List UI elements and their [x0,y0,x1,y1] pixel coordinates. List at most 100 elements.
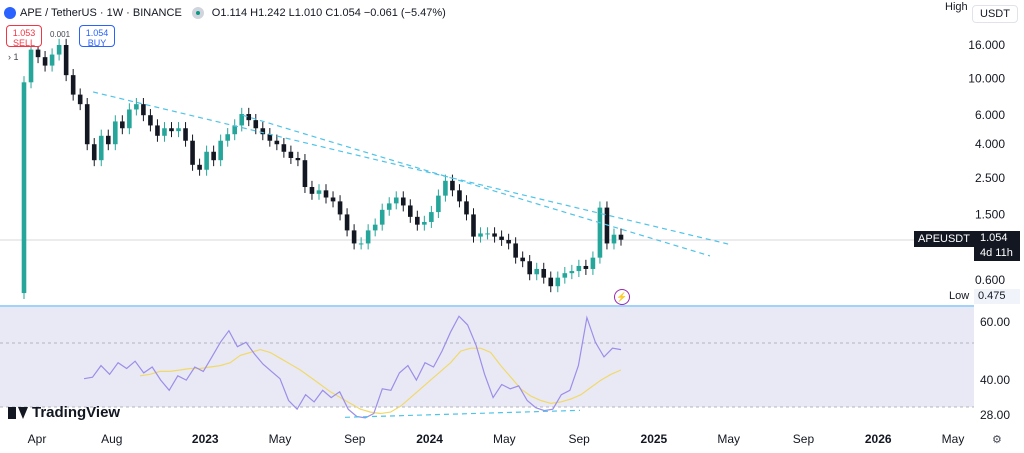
candle [393,191,399,210]
candle [148,109,153,132]
lightning-icon[interactable]: ⚡ [614,289,630,305]
candle [49,48,55,72]
candle [21,76,27,300]
time-tick-label: 2026 [865,432,892,446]
candle [141,97,146,122]
candle [309,180,315,200]
trendline[interactable] [242,114,711,257]
time-tick-label: May [717,432,740,446]
candle [204,145,209,176]
rsi-tick-label: 40.00 [980,373,1010,387]
candle [176,122,181,138]
rsi-band [0,307,974,407]
buy-button[interactable]: 1.054 BUY [79,25,115,48]
candle [225,128,230,147]
time-tick-label: 2025 [641,432,668,446]
candle [513,237,518,264]
candle [190,134,195,171]
candle [618,228,624,246]
rsi-lines [83,315,622,419]
rsi-tick-label: 28.00 [980,408,1010,422]
symbol-price-tag: APEUSDT [914,231,974,247]
price-tick-label: 6.000 [975,108,1005,122]
candle [527,255,532,281]
market-open-icon [191,7,204,19]
candle [611,228,617,250]
time-tick-label: 2024 [416,432,443,446]
candle [63,38,69,82]
candle [492,227,497,243]
candle [134,97,139,116]
candle [169,122,174,138]
order-quantity[interactable]: › 1 [8,52,19,62]
candle [436,189,441,219]
candle [113,115,118,151]
settings-gear-icon[interactable]: ⚙ [992,434,1002,446]
time-tick-label: May [269,432,292,446]
candle [337,195,343,221]
brand-name: TradingView [32,404,121,421]
candle [267,128,273,147]
candle [232,119,238,141]
candle [520,251,525,268]
rsi-line [83,315,622,419]
candle [56,38,62,61]
candle [344,208,350,237]
time-axis: Apr Aug 2023 May Sep 2024 May Sep 2025 May Sep 2026… [28,432,965,446]
candle [351,224,357,250]
candle [302,154,308,193]
currency-selector[interactable]: USDT [972,5,1018,23]
candle [183,122,188,147]
candle [534,262,540,281]
price-axis: 16.000 10.000 6.000 4.000 2.500 1.500 0.600 [968,38,1005,287]
candle [471,208,476,243]
time-tick-label: May [942,432,965,446]
candle [372,218,378,237]
candle [70,68,76,101]
candle [197,158,202,176]
symbol-title[interactable]: APE / TetherUS · 1W · BINANCE [20,7,182,19]
time-tick-label: 2023 [192,432,219,446]
sell-label: SELL [12,38,36,48]
candle [506,233,511,250]
sell-button[interactable]: 1.053 SELL [6,25,42,48]
candle [583,259,589,275]
candle [407,199,413,223]
candle [541,262,547,284]
candle [42,50,48,72]
candle [415,210,420,231]
candle [379,203,385,231]
tradingview-logo[interactable]: TradingView [8,404,120,421]
candle [98,129,104,167]
last-price-tag: 1.054 4d 11h [974,231,1020,261]
candle [386,197,392,216]
rsi-ma-line [139,347,622,415]
candle [576,259,582,278]
candle [316,184,322,200]
time-tick-label: Sep [793,432,815,446]
price-tick-label: 2.500 [975,171,1005,185]
candle [239,107,245,132]
candle [323,184,329,204]
trendline[interactable] [92,91,729,245]
buy-price: 1.054 [85,28,109,38]
candle [457,184,462,208]
candle [548,271,554,293]
candle [77,88,83,111]
candle [211,145,216,167]
time-tick-label: Sep [344,432,366,446]
candle [485,227,490,240]
ape-coin-icon [4,7,16,19]
price-tick-label: 4.000 [975,137,1005,151]
candle [597,201,603,264]
candle [562,267,568,284]
candle [295,151,301,167]
candle [555,271,561,293]
candle [218,134,223,167]
time-tick-label: May [493,432,516,446]
price-tick-label: 16.000 [968,38,1005,52]
ohlc-values: O1.114 H1.242 L1.010 C1.054 −0.061 (−5.4… [211,7,446,19]
candle [155,119,160,142]
rsi-trendline[interactable] [344,409,581,418]
candle [400,191,406,212]
